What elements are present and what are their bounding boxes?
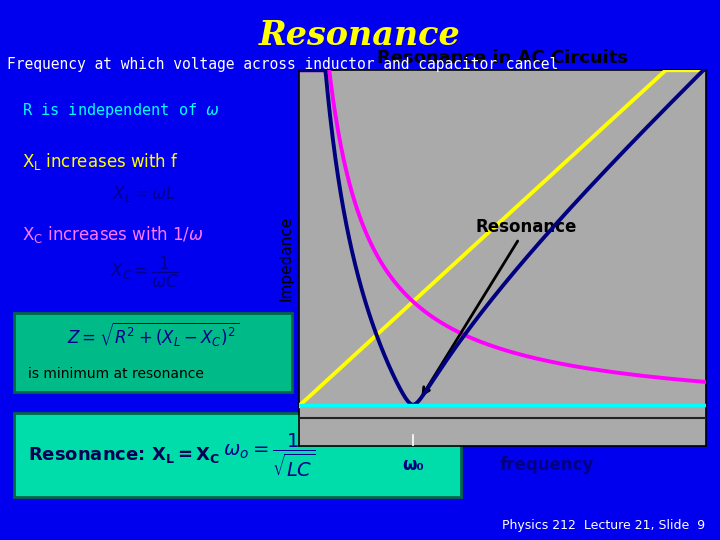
Y-axis label: Impedance: Impedance bbox=[278, 215, 293, 301]
Text: $\mathregular{X_L}$ increases with f: $\mathregular{X_L}$ increases with f bbox=[22, 152, 179, 172]
Text: Resonance: $\mathbf{X_L = X_C}$: Resonance: $\mathbf{X_L = X_C}$ bbox=[28, 445, 220, 465]
Text: Resonance: Resonance bbox=[259, 19, 461, 52]
Text: $X_C = \dfrac{1}{\omega C}$: $X_C = \dfrac{1}{\omega C}$ bbox=[109, 255, 179, 291]
Text: $\omega_o = \dfrac{1}{\sqrt{LC}}$: $\omega_o = \dfrac{1}{\sqrt{LC}}$ bbox=[223, 431, 315, 478]
Title: Resonance in AC Circuits: Resonance in AC Circuits bbox=[377, 49, 628, 68]
Text: ω₀: ω₀ bbox=[402, 456, 424, 475]
FancyBboxPatch shape bbox=[14, 413, 461, 497]
Text: is minimum at resonance: is minimum at resonance bbox=[28, 367, 204, 381]
Text: frequency: frequency bbox=[500, 456, 595, 475]
Text: R is independent of $\omega$: R is independent of $\omega$ bbox=[22, 101, 220, 120]
Text: Physics 212  Lecture 21, Slide  9: Physics 212 Lecture 21, Slide 9 bbox=[503, 519, 706, 532]
FancyBboxPatch shape bbox=[14, 313, 292, 392]
Text: $Z = \sqrt{R^2 + (X_L - X_C)^2}$: $Z = \sqrt{R^2 + (X_L - X_C)^2}$ bbox=[67, 321, 239, 349]
Text: $\mathregular{X_C}$ increases with 1/$\omega$: $\mathregular{X_C}$ increases with 1/$\o… bbox=[22, 225, 203, 245]
Text: Resonance: Resonance bbox=[423, 218, 577, 394]
Text: $X_L = \omega L$: $X_L = \omega L$ bbox=[112, 184, 176, 205]
Text: Frequency at which voltage across inductor and capacitor cancel: Frequency at which voltage across induct… bbox=[7, 57, 559, 72]
